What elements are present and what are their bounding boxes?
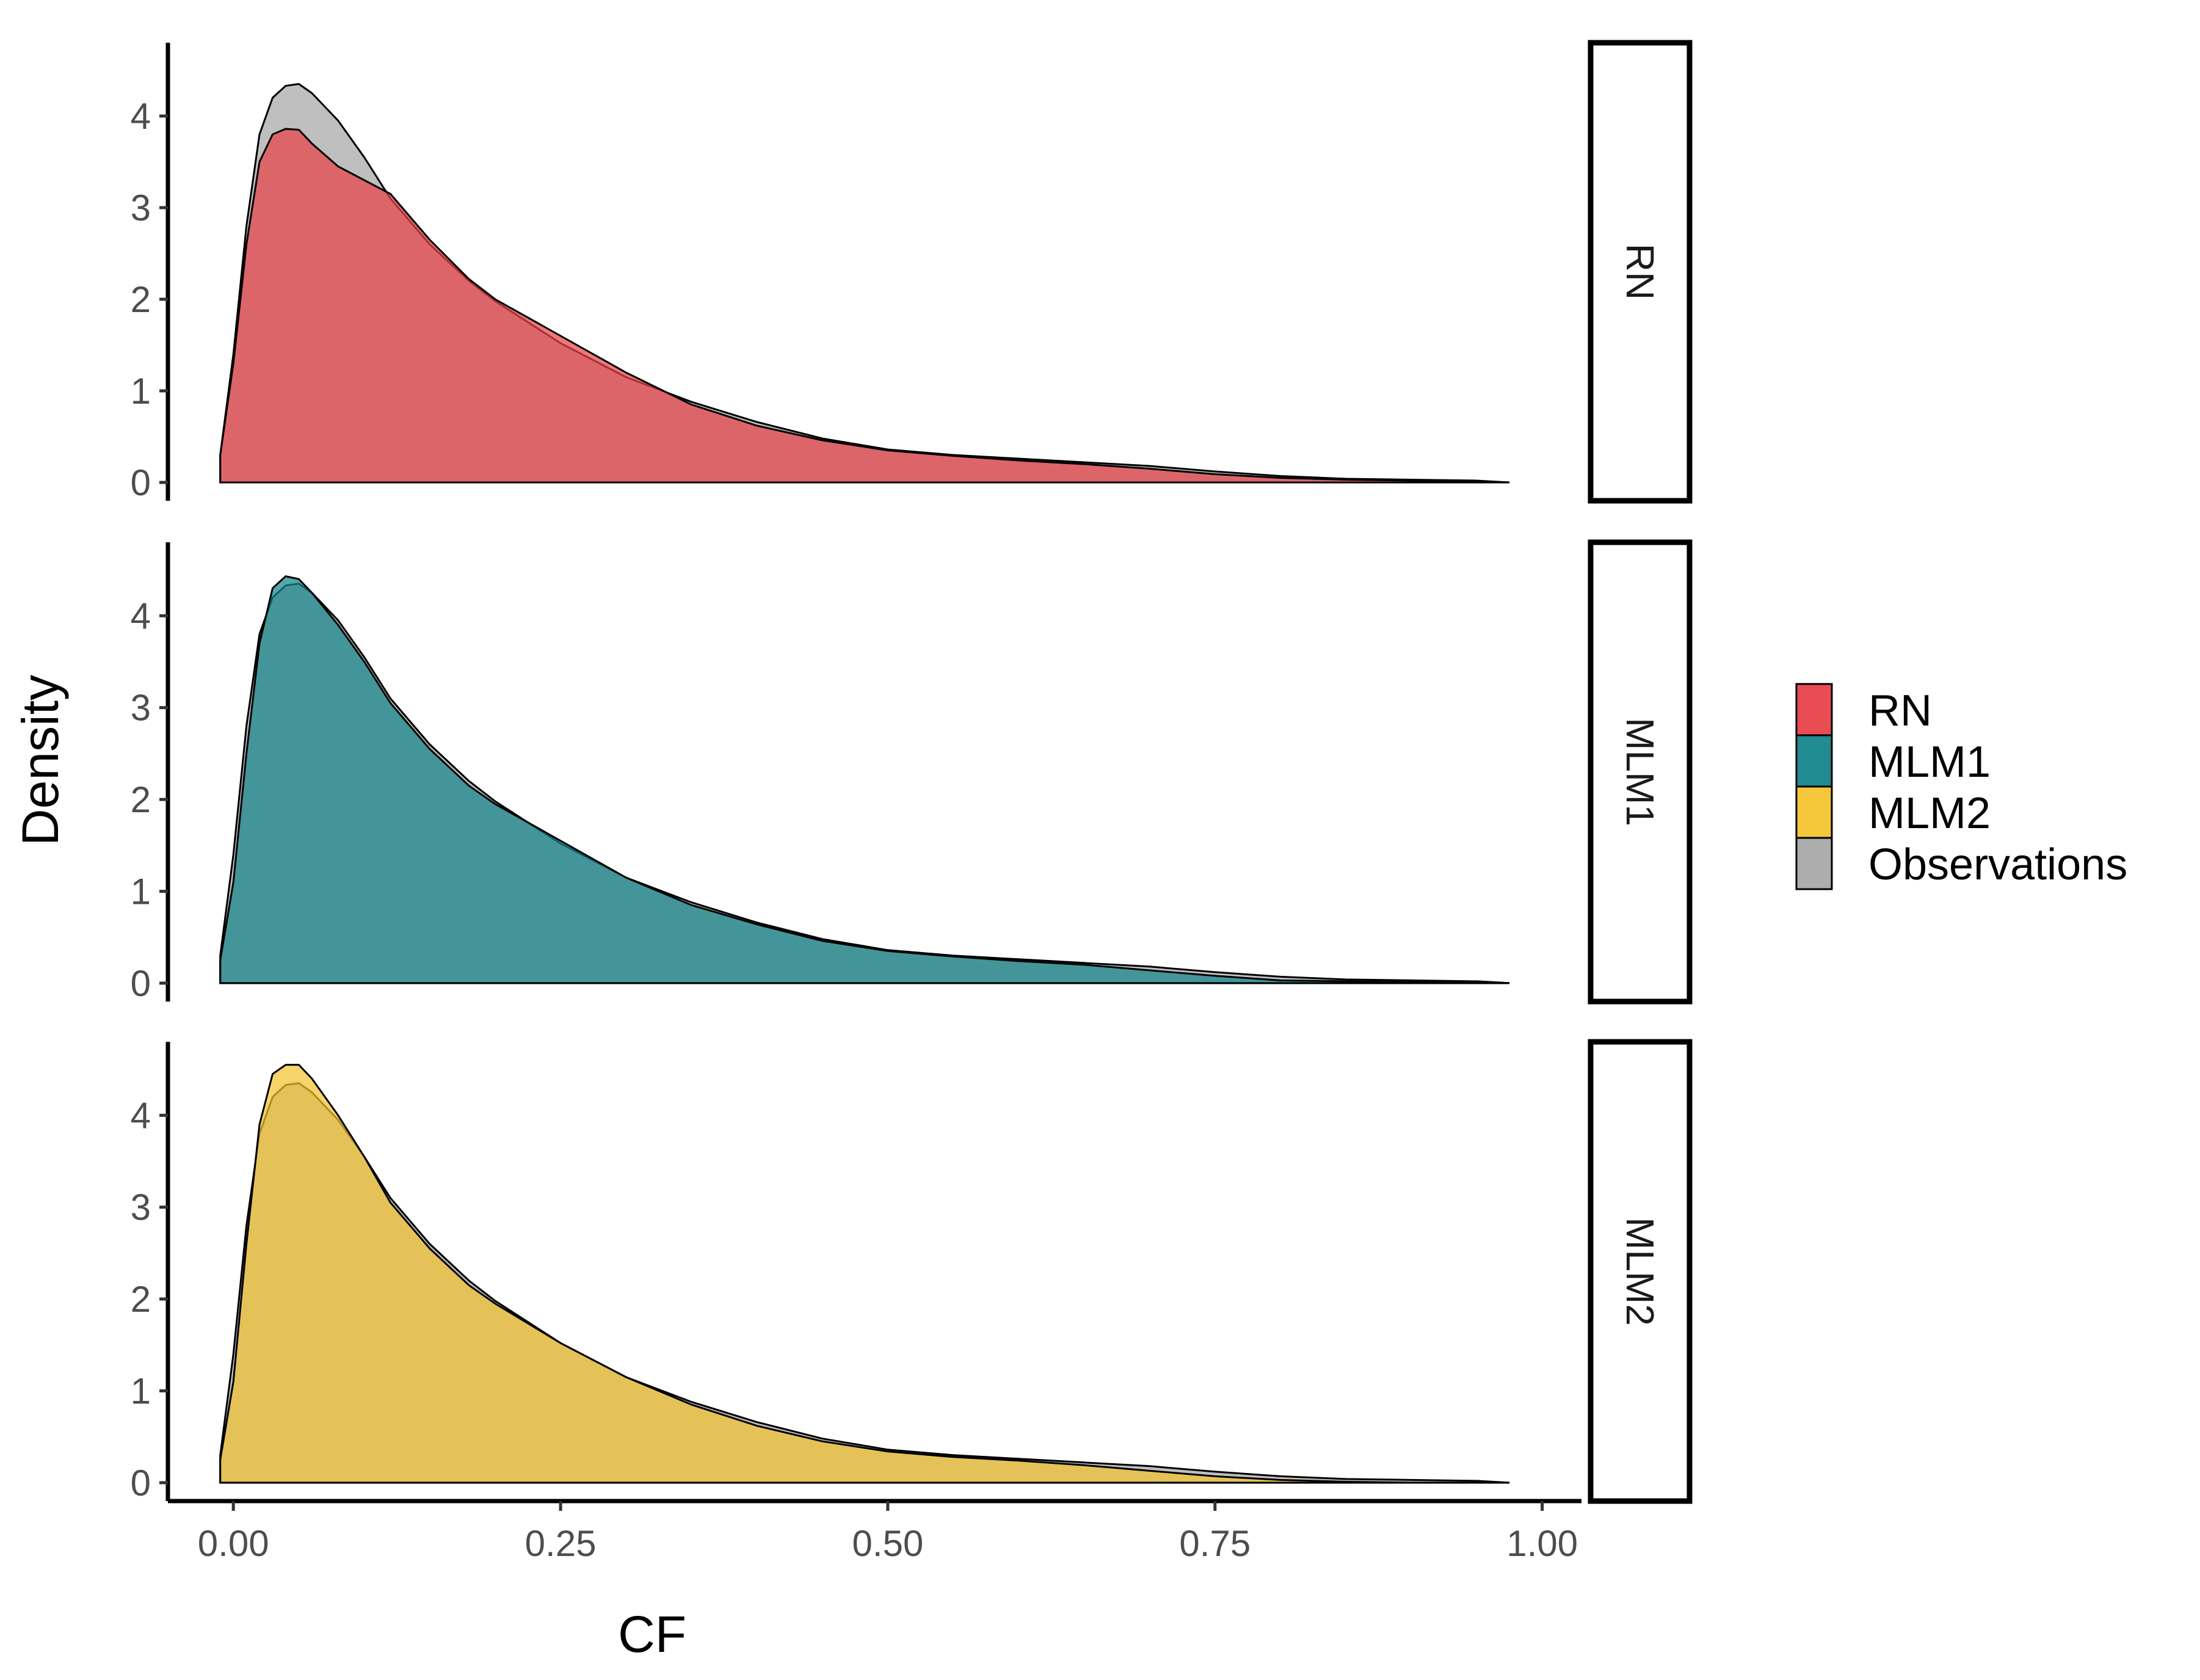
x-axis-title: CF — [618, 1605, 686, 1663]
legend-label-rn: RN — [1868, 686, 1932, 735]
y-tick-label: 1 — [131, 371, 151, 412]
x-tick-label: 0.25 — [525, 1523, 597, 1564]
facet-strip-box — [1588, 40, 1693, 504]
y-tick-label: 4 — [131, 595, 151, 636]
x-axis: 0.00 0.25 0.50 0.75 1.00 CF — [168, 1499, 1581, 1663]
facet-panel-mlm1: 0 1 2 3 4 MLM1 — [131, 539, 1693, 1005]
y-tick-label: 3 — [131, 688, 151, 729]
y-tick-label: 2 — [131, 1279, 151, 1320]
y-tick-label: 1 — [131, 871, 151, 912]
y-tick-label: 0 — [131, 1463, 151, 1504]
legend-label-mlm2: MLM2 — [1868, 789, 1991, 838]
y-tick-label: 1 — [131, 1371, 151, 1412]
facet-strip-box — [1588, 1039, 1693, 1504]
facet-strip-box — [1588, 539, 1693, 1005]
y-tick-label: 2 — [131, 279, 151, 320]
x-tick-label: 0.00 — [198, 1523, 269, 1564]
facet-strip-label: MLM1 — [1618, 718, 1662, 826]
legend-label-observations: Observations — [1868, 840, 2127, 889]
y-tick-label: 3 — [131, 187, 151, 228]
facet-panels: 0 1 2 3 4 RN 0 1 2 3 4 MLM1 0 1 2 3 4 MLM2 — [131, 40, 1693, 1504]
y-tick-label: 4 — [131, 96, 151, 137]
mlm1-density-area — [219, 575, 1510, 984]
y-tick-label: 3 — [131, 1187, 151, 1228]
legend-label-mlm1: MLM1 — [1868, 738, 1991, 787]
rn-density-area — [219, 128, 1510, 484]
y-tick-label: 0 — [131, 462, 151, 503]
x-tick-label: 0.50 — [852, 1523, 924, 1564]
y-tick-label: 0 — [131, 963, 151, 1004]
x-tick-label: 1.00 — [1506, 1523, 1578, 1564]
x-tick-label: 0.75 — [1179, 1523, 1251, 1564]
legend-key-observations — [1795, 837, 1833, 890]
legend-key-mlm1 — [1795, 734, 1833, 788]
legend-key-mlm2 — [1795, 785, 1833, 839]
mlm2-density-area — [219, 1064, 1510, 1484]
facet-strip-label: RN — [1618, 244, 1662, 300]
facet-panel-rn: 0 1 2 3 4 RN — [131, 40, 1693, 504]
y-tick-label: 4 — [131, 1095, 151, 1136]
facet-panel-mlm2: 0 1 2 3 4 MLM2 — [131, 1039, 1693, 1504]
facet-strip-label: MLM2 — [1618, 1217, 1662, 1326]
y-axis-title: Density — [12, 675, 69, 846]
legend-key-rn — [1795, 683, 1833, 736]
y-tick-label: 2 — [131, 779, 151, 820]
